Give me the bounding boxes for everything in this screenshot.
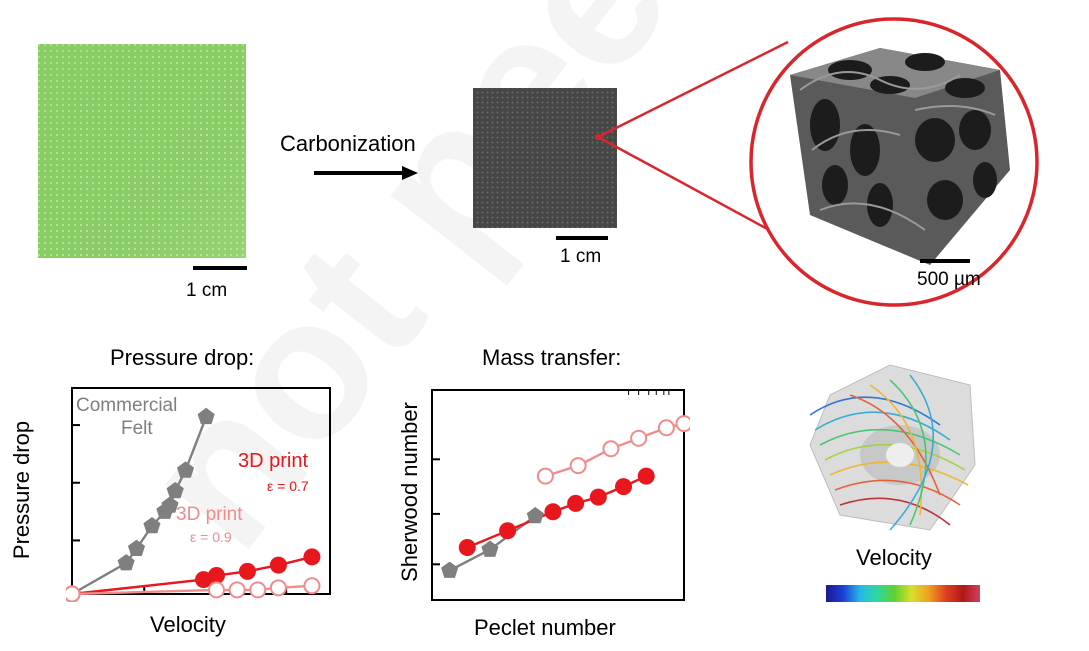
velocity-streamline-render xyxy=(809,364,976,531)
pressure-chart-title: Pressure drop: xyxy=(110,345,255,370)
data-point xyxy=(481,540,499,557)
mass-chart-xlabel: Peclet number xyxy=(474,615,616,640)
data-point xyxy=(303,577,321,595)
scale-label-carbon: 1 cm xyxy=(560,246,602,267)
data-point xyxy=(536,467,554,485)
data-point xyxy=(269,579,287,597)
zoom-callout xyxy=(595,17,1039,307)
data-point xyxy=(589,488,607,506)
data-point xyxy=(197,407,215,425)
printed-lattice-photo xyxy=(38,44,246,258)
scale-bar-green xyxy=(193,266,247,270)
data-point xyxy=(117,554,135,571)
data-point xyxy=(499,522,517,540)
data-point xyxy=(602,440,620,458)
data-point xyxy=(526,507,544,524)
data-point xyxy=(458,539,476,556)
data-point xyxy=(657,419,675,437)
pressure-chart xyxy=(66,387,331,602)
data-point xyxy=(569,457,587,475)
data-point xyxy=(143,517,161,534)
scale-label-green: 1 cm xyxy=(186,280,228,301)
data-point xyxy=(127,539,146,556)
annotation-felt-line2: Felt xyxy=(121,418,153,439)
annotation-print09-eps: ε = 0.9 xyxy=(190,529,232,545)
data-point xyxy=(269,556,287,574)
scale-bar-carbon xyxy=(556,236,608,240)
annotation-print09-name: 3D print xyxy=(176,504,243,525)
data-point xyxy=(166,482,184,499)
data-point xyxy=(637,467,655,485)
mass-chart-axes xyxy=(431,389,685,601)
annotation-print07-eps: ε = 0.7 xyxy=(267,478,309,494)
data-point xyxy=(249,581,267,599)
data-point xyxy=(161,496,179,513)
colorbar-label: Velocity xyxy=(856,545,932,570)
annotation-print07-name: 3D print xyxy=(238,450,309,472)
data-point xyxy=(207,566,225,584)
data-point xyxy=(675,415,690,433)
data-point xyxy=(630,429,648,447)
annotation-felt-line1: Commercial xyxy=(76,395,178,416)
velocity-colorbar xyxy=(826,585,980,602)
data-point xyxy=(303,548,321,566)
pressure-chart-xlabel: Velocity xyxy=(150,612,226,637)
data-point xyxy=(544,503,562,521)
carbonized-lattice-photo xyxy=(473,88,617,228)
data-point xyxy=(195,571,213,589)
data-point xyxy=(441,561,459,578)
data-point xyxy=(177,461,195,478)
pressure-chart-ylabel: Pressure drop xyxy=(9,420,34,560)
lattice-microstructure xyxy=(790,48,1010,265)
data-point xyxy=(238,562,256,580)
data-point xyxy=(207,581,225,599)
arrow-right-icon xyxy=(314,166,418,180)
scale-label-micro: 500 µm xyxy=(917,269,981,290)
data-point xyxy=(567,494,585,512)
data-point xyxy=(66,585,81,602)
mass-chart-title: Mass transfer: xyxy=(482,345,622,370)
data-point xyxy=(615,478,633,496)
mass-chart xyxy=(431,389,690,601)
data-point xyxy=(228,581,246,599)
mass-chart-ylabel: Sherwood number xyxy=(397,402,422,582)
carbonization-label: Carbonization xyxy=(280,131,416,156)
scale-bar-micro xyxy=(920,259,970,263)
